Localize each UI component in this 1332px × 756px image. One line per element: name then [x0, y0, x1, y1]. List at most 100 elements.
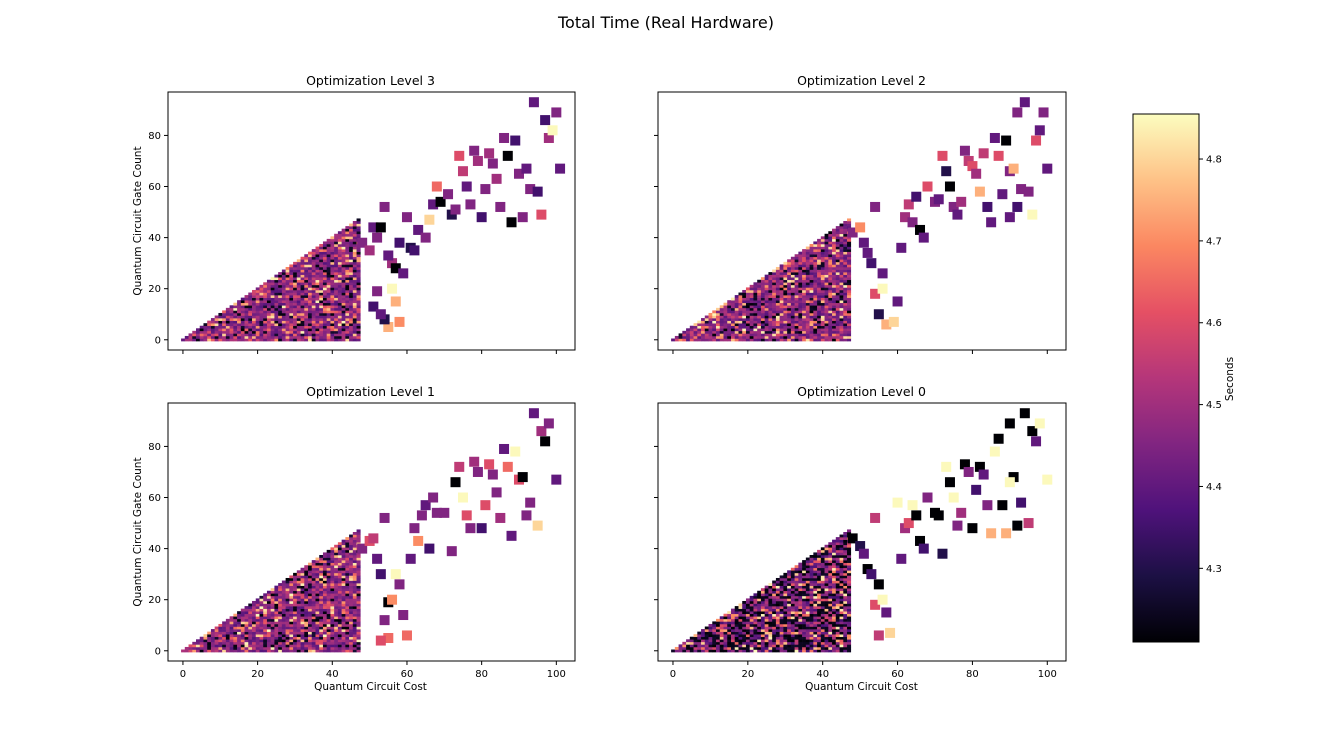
data-point	[881, 607, 892, 618]
data-point	[1023, 518, 1034, 529]
heat-cell	[304, 603, 309, 607]
heat-cell	[820, 570, 825, 574]
heat-cell	[356, 218, 361, 222]
heat-cell	[237, 623, 242, 627]
heat-cell	[693, 325, 698, 329]
heat-cell	[847, 639, 852, 643]
heat-cell	[802, 560, 807, 563]
heat-cell	[349, 320, 354, 324]
heat-cell	[820, 318, 825, 321]
heat-cell	[300, 289, 305, 293]
heat-cell	[222, 636, 227, 640]
heat-cell	[760, 297, 765, 301]
heat-cell	[345, 312, 350, 316]
heat-cell	[345, 259, 350, 263]
heat-cell	[701, 639, 706, 643]
heat-cell	[356, 644, 361, 648]
heat-cell	[805, 598, 810, 602]
heat-cell	[824, 560, 829, 563]
heat-cell	[802, 256, 807, 260]
heat-cell	[809, 611, 814, 615]
data-point	[409, 245, 420, 256]
heat-cell	[805, 621, 810, 625]
data-point	[547, 125, 558, 136]
heat-cell	[233, 631, 238, 635]
heat-cell	[832, 554, 837, 558]
heat-cell	[266, 641, 271, 645]
heat-cell	[828, 595, 833, 599]
heat-cell	[304, 310, 309, 314]
data-point	[525, 184, 536, 195]
heat-cell	[817, 292, 822, 296]
heat-cell	[708, 338, 713, 342]
heat-cell	[285, 593, 290, 597]
heat-cell	[296, 570, 301, 574]
heat-cell	[285, 272, 290, 275]
heat-cell	[252, 639, 257, 643]
heat-cell	[296, 585, 301, 589]
heat-cell	[356, 335, 361, 339]
heat-cell	[847, 567, 852, 571]
heat-cell	[281, 307, 286, 311]
heat-cell	[708, 312, 713, 316]
heat-cell	[233, 649, 238, 653]
heat-cell	[334, 590, 339, 594]
heat-cell	[330, 335, 335, 339]
heat-cell	[708, 646, 713, 650]
heat-cell	[281, 297, 286, 301]
heat-cell	[712, 631, 717, 635]
heat-cell	[237, 305, 242, 309]
heat-cell	[693, 335, 698, 339]
heat-cell	[809, 318, 814, 321]
heat-cell	[330, 629, 335, 632]
heat-cell	[820, 307, 825, 311]
heat-cell	[847, 557, 852, 561]
heat-cell	[802, 572, 807, 576]
heat-cell	[824, 588, 829, 592]
heat-cell	[753, 613, 758, 617]
heat-cell	[240, 323, 245, 327]
heat-cell	[337, 328, 342, 332]
heat-cell	[248, 608, 253, 612]
heat-cell	[813, 623, 818, 627]
heat-cell	[334, 241, 339, 245]
heat-cell	[289, 310, 294, 314]
heat-cell	[847, 333, 852, 337]
heat-cell	[263, 636, 268, 640]
data-point	[948, 201, 959, 212]
data-point	[551, 107, 562, 118]
heat-cell	[824, 318, 829, 321]
heat-cell	[805, 562, 810, 566]
data-point	[870, 512, 881, 523]
heat-cell	[779, 629, 784, 632]
heat-cell	[805, 606, 810, 609]
heat-cell	[311, 629, 316, 632]
heat-cell	[798, 277, 803, 281]
heat-cell	[341, 254, 346, 258]
heat-cell	[308, 572, 313, 576]
heat-cell	[311, 310, 316, 314]
heat-cell	[805, 330, 810, 334]
heat-cell	[341, 606, 346, 609]
heat-cell	[835, 338, 840, 342]
data-point	[896, 553, 907, 564]
heat-cell	[319, 583, 324, 586]
heat-cell	[775, 646, 780, 650]
heat-cell	[742, 292, 747, 296]
heat-cell	[285, 323, 290, 327]
heat-cell	[266, 623, 271, 627]
heat-cell	[824, 557, 829, 561]
heat-cell	[300, 323, 305, 327]
data-point	[521, 163, 532, 174]
heat-cell	[274, 300, 279, 304]
heat-cell	[843, 312, 848, 316]
heat-cell	[828, 557, 833, 561]
heat-cell	[802, 284, 807, 288]
heat-cell	[828, 266, 833, 270]
heat-cell	[835, 287, 840, 291]
data-point	[387, 283, 398, 294]
heat-cell	[315, 644, 320, 648]
heat-cell	[775, 629, 780, 632]
heat-cell	[738, 338, 743, 342]
heat-cell	[296, 272, 301, 275]
